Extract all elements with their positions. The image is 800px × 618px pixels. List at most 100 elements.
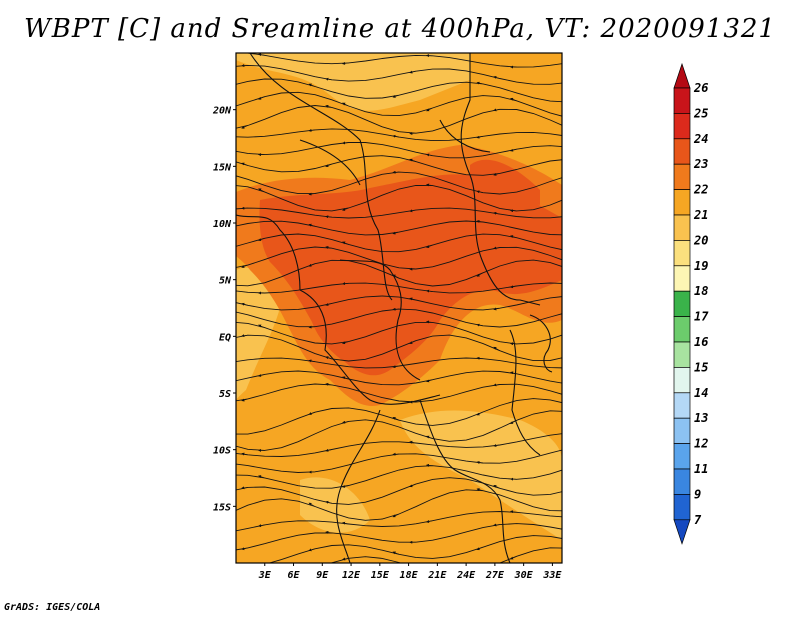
streamline-arrow [258,238,265,241]
colorbar-label: 25 [693,106,708,120]
streamline [236,155,562,176]
streamline-arrow [342,207,349,211]
streamline-arrow [392,551,400,555]
colorbar-label: 16 [694,335,708,349]
lon-label: 33E [542,570,562,581]
streamline-arrow [325,77,332,81]
streamline-arrow [342,557,349,561]
streamline-arrow [308,83,316,87]
streamline-arrow [241,334,248,338]
streamline-arrow [325,163,332,168]
streamline-arrow [258,53,265,57]
streamline-arrow [409,70,416,74]
streamline-arrow [426,463,433,467]
lat-label: 10N [213,219,232,230]
latitude-labels: 20N 15N 10N 5N EQ 5S 10S 15S [212,106,236,513]
streamline-arrow [510,235,517,239]
colorbar-top-arrow [673,62,691,89]
streamline-arrow [392,513,400,518]
streamline [236,334,562,362]
streamline-arrow [325,303,332,306]
colorbar-swatch [673,265,691,292]
lat-label: EQ [219,332,231,343]
streamline-arrow [476,488,484,492]
streamline-arrow [325,245,332,249]
streamline-arrow [225,433,231,434]
streamline-arrow [308,128,316,132]
streamline-arrow [308,192,316,196]
streamline-arrow [342,420,349,424]
streamline-map: 20N 15N 10N 5N EQ 5S 10S 15S 3E 6E 9E 12E 15E 18E 21E… [212,52,709,581]
streamline-arrow [476,219,484,223]
streamline-arrow [241,264,248,268]
streamline [236,357,562,369]
streamline-arrow [325,448,332,452]
streamline-arrow [342,241,349,245]
streamline-arrow [493,172,500,176]
colorbar-swatch [673,214,691,241]
streamline [236,128,562,142]
streamline-arrow [409,440,416,444]
grads-credit: GrADS: IGES/COLA [4,602,101,613]
lon-label: 24E [456,570,476,581]
lon-label: 3E [258,570,272,581]
lat-label: 5N [219,276,232,287]
streamline-arrow [426,153,433,157]
streamline-arrow [392,365,400,369]
streamline-arrow [476,81,484,85]
streamline-arrow [476,323,484,327]
streamline-arrow [493,485,500,489]
colorbar-swatch [673,392,691,419]
colorbar-swatch [673,163,691,190]
lon-label: 27E [485,570,505,581]
streamline-arrow [426,289,433,293]
lon-label: 15E [371,570,390,581]
colorbar-label: 11 [694,462,708,476]
colorbar-swatch [673,240,691,267]
streamline [236,523,562,551]
streamline-arrow [392,94,400,98]
streamline [236,259,562,287]
wbpt-shading [225,53,562,563]
streamline [236,398,562,435]
streamline [236,207,562,219]
streamline-arrow [510,556,517,560]
streamline-arrow [241,162,248,166]
colorbar-swatch [673,290,691,317]
streamline-arrow [409,158,416,162]
streamline-arrow [342,141,349,145]
colorbar: 26 25 24 23 22 21 20 19 18 17 16 15 14 13 12 11 9 7 [673,62,709,545]
streamline-arrow [409,483,416,488]
colorbar-label: 7 [694,513,702,527]
colorbar-swatch [673,468,691,495]
streamline-arrow [392,231,400,235]
colorbar-label: 22 [693,183,708,197]
streamline-arrow [493,346,500,351]
streamline-arrow [258,373,265,377]
streamline-arrow [308,359,316,363]
streamline-arrow [258,96,265,100]
streamline [236,295,562,311]
streamline-arrow [426,107,433,112]
colorbar-label: 17 [694,310,709,324]
colorbar-swatch [673,87,691,114]
streamline-arrow [325,104,332,108]
streamline-arrow [426,183,433,187]
streamline [236,220,562,236]
colorbar-label: 21 [693,208,708,222]
streamline-arrow [241,486,248,490]
colorbar-swatch [673,367,691,394]
streamline-arrow [476,460,484,464]
streamline-arrow [510,510,517,514]
streamline-arrow [325,500,332,504]
streamline-arrow [308,263,316,267]
streamline-arrow [342,102,349,107]
streamline-arrow [426,320,433,324]
streamline-arrow [426,379,433,383]
streamline [236,64,562,85]
streamline-arrow [225,462,231,463]
streamline-arrow [426,520,433,523]
streamline-arrow [308,325,316,329]
lon-label: 18E [400,570,419,581]
colorbar-label: 9 [694,487,701,501]
